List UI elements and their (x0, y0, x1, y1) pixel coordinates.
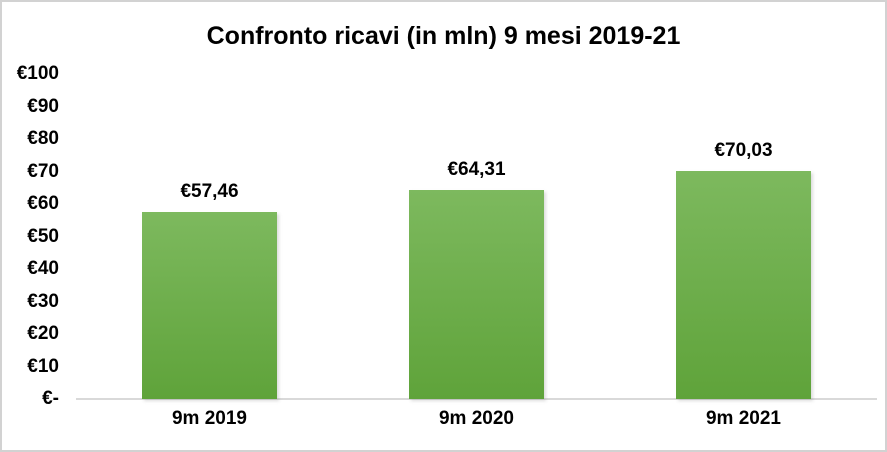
y-tick-label: €- (42, 388, 59, 409)
x-category-label: 9m 2021 (705, 408, 781, 429)
y-tick-label: €10 (27, 355, 59, 377)
y-tick-label: €100 (16, 63, 59, 84)
bar-data-label: €64,31 (447, 158, 506, 180)
y-tick-label: €50 (27, 225, 59, 247)
y-tick-label: €30 (27, 290, 59, 312)
bar (409, 189, 544, 399)
y-tick-label: €70 (27, 160, 59, 182)
y-tick-label: €80 (27, 128, 59, 149)
x-axis-line (76, 398, 877, 400)
bar-data-label: €70,03 (714, 140, 773, 162)
x-category-label: 9m 2019 (171, 408, 247, 429)
chart-title: Confronto ricavi (in mln) 9 mesi 2019-21 (206, 22, 681, 50)
bar (676, 171, 811, 399)
bar (142, 212, 277, 399)
y-tick-label: €60 (27, 193, 59, 214)
bar-data-label: €57,46 (180, 181, 239, 203)
x-category-label: 9m 2020 (438, 408, 514, 429)
y-tick-label: €90 (27, 95, 59, 117)
y-tick-label: €20 (27, 323, 59, 344)
y-tick-label: €40 (27, 258, 59, 279)
